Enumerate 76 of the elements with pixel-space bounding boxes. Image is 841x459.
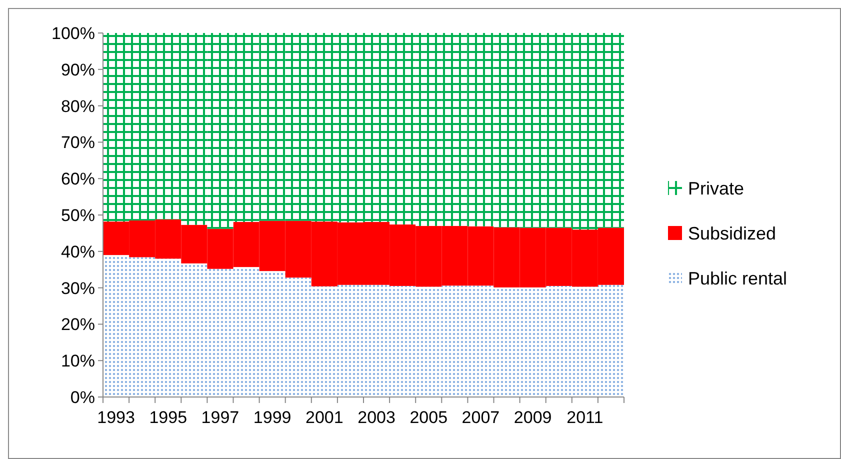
- x-tick-label: 2011: [566, 408, 604, 427]
- x-tick-label: 2003: [358, 408, 396, 427]
- y-tick-label: 100%: [52, 24, 95, 43]
- x-tick-label: 2001: [306, 408, 344, 427]
- bar: [233, 222, 260, 268]
- bar: [337, 222, 364, 285]
- bar: [546, 228, 572, 286]
- bar: [181, 263, 208, 397]
- bar: [598, 228, 624, 285]
- bar: [129, 257, 156, 397]
- bar: [233, 33, 260, 222]
- bar: [494, 33, 520, 228]
- bar: [364, 284, 390, 397]
- x-tick-label: 1993: [97, 408, 135, 427]
- bar: [390, 33, 416, 224]
- y-tick-label: 20%: [60, 315, 95, 334]
- x-tick-label: 2009: [514, 408, 552, 427]
- bar: [442, 33, 468, 226]
- bar: [364, 222, 390, 285]
- bar: [572, 230, 598, 287]
- bar: [468, 33, 494, 226]
- bar: [259, 271, 286, 397]
- y-tick-label: 10%: [60, 352, 95, 371]
- legend-label: Public rental: [688, 268, 788, 288]
- bar: [598, 33, 624, 228]
- bar: [468, 226, 494, 286]
- x-tick-label: 1995: [149, 408, 188, 427]
- bar: [311, 222, 338, 286]
- bar: [416, 33, 442, 226]
- bar: [207, 33, 234, 229]
- y-tick-label: 80%: [60, 96, 95, 116]
- bar: [181, 224, 208, 264]
- y-tick-label: 70%: [60, 133, 95, 152]
- bar: [181, 33, 208, 225]
- bar: [494, 227, 520, 288]
- bar: [259, 33, 286, 221]
- bar: [285, 220, 312, 278]
- bar: [546, 286, 572, 397]
- bar: [364, 33, 390, 222]
- bar: [598, 284, 624, 397]
- bar: [390, 224, 416, 286]
- bar: [337, 284, 364, 397]
- y-tick-label: 30%: [60, 278, 95, 298]
- y-tick-label: 90%: [60, 60, 95, 80]
- y-tick-label: 0%: [70, 388, 95, 407]
- bar: [572, 33, 598, 230]
- y-tick-label: 40%: [60, 242, 95, 262]
- bar: [207, 228, 234, 269]
- y-tick-label: 50%: [60, 206, 95, 225]
- bar: [155, 33, 182, 220]
- bar: [129, 220, 156, 258]
- bar: [416, 226, 442, 287]
- bar: [442, 226, 468, 286]
- x-tick-label: 2007: [462, 408, 500, 427]
- bar: [207, 268, 234, 397]
- bar: [155, 219, 182, 259]
- x-tick-label: 1999: [253, 408, 292, 427]
- bar: [311, 33, 338, 222]
- bar: [285, 278, 312, 397]
- bar: [103, 33, 130, 222]
- bar: [233, 267, 260, 397]
- legend-label: Subsidized: [688, 223, 776, 244]
- bar: [285, 33, 312, 221]
- bar: [337, 33, 364, 222]
- x-tick-label: 1997: [201, 408, 240, 427]
- bar: [103, 222, 130, 256]
- bar: [520, 33, 546, 228]
- bar: [155, 258, 182, 397]
- x-tick-label: 2005: [410, 408, 448, 427]
- bar: [259, 220, 286, 272]
- y-tick-label: 60%: [60, 170, 95, 189]
- bar: [520, 228, 546, 288]
- legend-label: Private: [688, 178, 744, 198]
- bar: [546, 33, 572, 228]
- bar: [129, 33, 156, 220]
- bar: [468, 286, 494, 397]
